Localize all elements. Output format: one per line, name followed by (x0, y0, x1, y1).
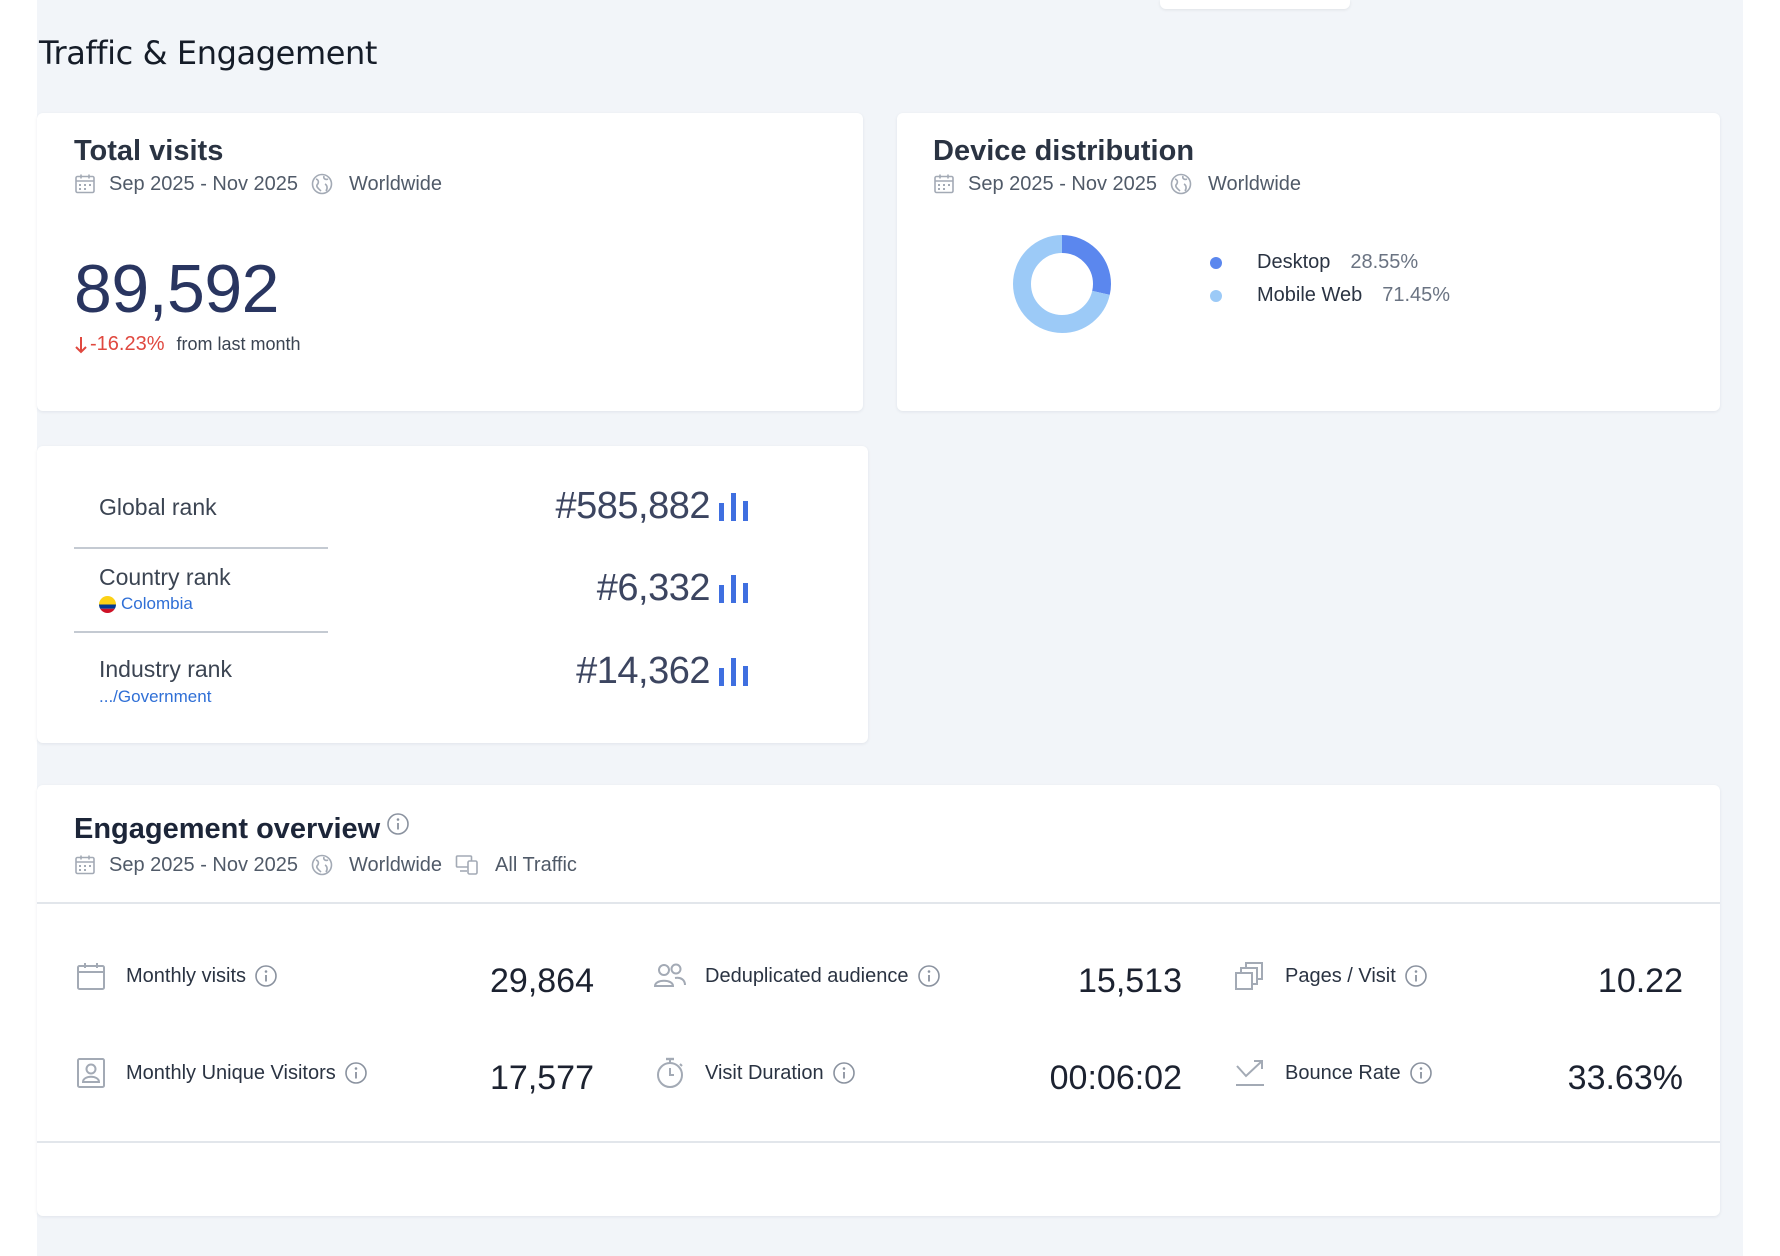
engagement-overview-card: Engagement overview Sep 2025 - Nov 2025 … (37, 785, 1720, 1216)
change-row: -16.23% from last month (74, 333, 301, 356)
top-tab[interactable] (1160, 0, 1350, 9)
engagement-title-row: Engagement overview (74, 812, 410, 846)
metric-label: Pages / Visit (1285, 964, 1396, 987)
region: Worldwide (349, 172, 443, 195)
info-icon[interactable] (386, 812, 410, 836)
info-icon[interactable] (1409, 1061, 1433, 1085)
card-title: Total visits (74, 135, 224, 167)
rank-sub[interactable]: .../Government (99, 687, 211, 707)
metric-pages-per-visit: Pages / Visit (1233, 956, 1428, 996)
card-meta: Sep 2025 - Nov 2025 Worldwide (933, 169, 1301, 199)
date-range: Sep 2025 - Nov 2025 (109, 172, 299, 195)
calendar-icon (74, 854, 96, 876)
date-range: Sep 2025 - Nov 2025 (109, 853, 299, 876)
rank-label: Country rank (99, 564, 231, 590)
calendar-icon (933, 173, 955, 195)
card-title: Engagement overview (74, 813, 381, 845)
rank-number: #14,362 (576, 650, 710, 692)
total-visits-card: Total visits Sep 2025 - Nov 2025 Worldwi… (37, 113, 863, 411)
page-title: Traffic & Engagement (39, 34, 378, 72)
footer-separator (37, 1141, 1720, 1143)
traffic-type: All Traffic (495, 853, 577, 876)
metric-monthly-visits: Monthly visits (74, 956, 278, 996)
legend-label: Desktop (1257, 251, 1331, 273)
metric-label: Monthly visits (126, 964, 247, 987)
rank-divider (74, 631, 328, 633)
devices-icon (455, 854, 479, 876)
info-icon[interactable] (254, 964, 278, 988)
bar-chart-icon (718, 491, 750, 523)
legend-item-mobile-web[interactable]: Mobile Web 71.45% (1210, 279, 1450, 312)
metric-value: 00:06:02 (1049, 1059, 1182, 1097)
donut-segment-mobile-web[interactable] (1013, 235, 1111, 333)
region: Worldwide (1208, 172, 1302, 195)
metric-label: Bounce Rate (1285, 1061, 1401, 1084)
globe-icon (311, 854, 333, 876)
rank-label: Industry rank (99, 656, 232, 682)
calendar-icon (74, 960, 108, 992)
region: Worldwide (349, 853, 443, 876)
rank-value[interactable]: #6,332 (597, 567, 750, 610)
info-icon[interactable] (832, 1061, 856, 1085)
device-donut-chart (1013, 235, 1111, 333)
rank-sub-label: .../Government (99, 687, 212, 706)
rank-label: Global rank (99, 494, 217, 520)
header-separator (37, 902, 1720, 904)
date-range: Sep 2025 - Nov 2025 (968, 172, 1158, 195)
total-visits-value: 89,592 (74, 251, 279, 327)
pages-icon (1233, 960, 1267, 992)
bar-chart-icon (718, 656, 750, 688)
legend-item-desktop[interactable]: Desktop 28.55% (1210, 246, 1450, 279)
metric-deduplicated-audience: Deduplicated audience (653, 956, 941, 996)
stopwatch-icon (653, 1056, 687, 1090)
metric-label: Deduplicated audience (705, 964, 909, 987)
legend-dot-desktop (1210, 256, 1222, 269)
rank-value[interactable]: #585,882 (556, 485, 751, 528)
device-legend: Desktop 28.55% Mobile Web 71.45% (1210, 246, 1450, 312)
rank-number: #585,882 (555, 485, 711, 527)
legend-value: 71.45% (1382, 284, 1451, 306)
rank-value[interactable]: #14,362 (576, 650, 750, 693)
metric-value: 29,864 (490, 962, 594, 1000)
metric-label: Monthly Unique Visitors (126, 1061, 336, 1084)
metric-label: Visit Duration (705, 1061, 824, 1084)
legend-dot-mobile-web (1210, 289, 1222, 302)
bar-chart-icon (718, 573, 750, 605)
rank-sub[interactable]: Colombia (99, 594, 193, 614)
metric-visit-duration: Visit Duration (653, 1053, 856, 1093)
rank-number: #6,332 (596, 567, 711, 609)
metric-value: 10.22 (1597, 962, 1683, 1000)
change-value: -16.23% (90, 333, 165, 355)
card-meta: Sep 2025 - Nov 2025 Worldwide All Traffi… (74, 850, 577, 880)
metric-bounce-rate: Bounce Rate (1233, 1053, 1433, 1093)
info-icon[interactable] (344, 1061, 368, 1085)
device-distribution-card: Device distribution Sep 2025 - Nov 2025 … (897, 113, 1720, 411)
metric-value: 17,577 (490, 1059, 594, 1097)
card-meta: Sep 2025 - Nov 2025 Worldwide (74, 169, 442, 199)
metric-unique-visitors: Monthly Unique Visitors (74, 1053, 368, 1093)
globe-icon (311, 173, 333, 195)
country-rank-row: Country rank Colombia #6,332 (74, 549, 790, 631)
globe-icon (1170, 173, 1192, 195)
ranks-card: Global rank #585,882 Country rank Colomb… (37, 446, 868, 743)
change-label: from last month (176, 334, 301, 354)
colombia-flag-icon (99, 595, 116, 613)
arrow-down-icon (74, 335, 88, 355)
rank-sub-label: Colombia (121, 594, 193, 613)
rank-divider (74, 547, 328, 549)
users-icon (653, 962, 687, 990)
legend-value: 28.55% (1350, 251, 1419, 273)
id-badge-icon (74, 1057, 108, 1089)
card-title: Device distribution (933, 135, 1195, 167)
global-rank-row: Global rank #585,882 (74, 446, 790, 546)
bounce-arrow-icon (1233, 1057, 1267, 1089)
calendar-icon (74, 173, 96, 195)
metric-value: 33.63% (1567, 1059, 1683, 1097)
metric-value: 15,513 (1078, 962, 1182, 1000)
industry-rank-row: Industry rank .../Government #14,362 (74, 633, 790, 743)
legend-label: Mobile Web (1257, 284, 1363, 306)
info-icon[interactable] (1404, 964, 1428, 988)
info-icon[interactable] (917, 964, 941, 988)
